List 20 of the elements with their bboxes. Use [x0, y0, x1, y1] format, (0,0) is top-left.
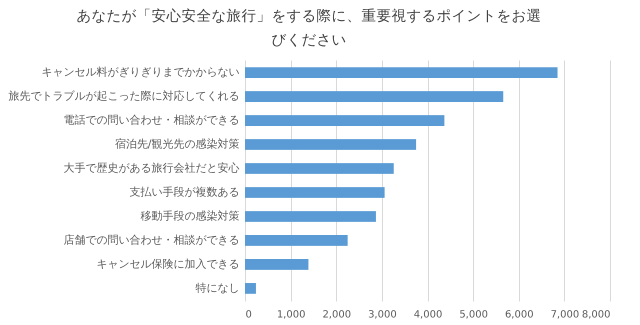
- x-tick-label: 2,000: [322, 310, 352, 320]
- y-tick-label: 支払い手段が複数ある: [130, 185, 240, 198]
- y-tick-label: 店舗での問い合わせ・相談ができる: [64, 233, 240, 246]
- y-tick-label: キャンセル保険に加入できる: [96, 257, 240, 270]
- x-tick-label: 5,000: [459, 310, 488, 320]
- x-tick-label: 1,000: [276, 310, 306, 320]
- x-tick-label: 6,000: [504, 310, 534, 320]
- x-tick-label: 8,000: [582, 310, 610, 320]
- y-tick-label: キャンセル料がぎりぎりまでかからない: [42, 66, 240, 79]
- y-tick-label: 特になし: [196, 281, 240, 294]
- x-tick-label: 7,000: [550, 310, 580, 320]
- x-tick-label: 4,000: [414, 310, 442, 320]
- y-tick-label: 電話での問い合わせ・相談ができる: [64, 114, 240, 127]
- chart-title: あなたが「安心安全な旅行」をする際に、重要視するポイントをお選びください: [76, 8, 542, 48]
- y-tick-label: 宿泊先/観光先の感染対策: [114, 138, 240, 151]
- y-tick-label: 旅先でトラブルが起こった際に対応してくれる: [8, 90, 240, 103]
- x-tick-label: 3,000: [368, 310, 397, 320]
- y-tick-label: 大手で歴史がある旅行会社だと安心: [64, 162, 240, 175]
- x-tick-label: 0: [246, 310, 252, 320]
- y-tick-label: 移動手段の感染対策: [140, 209, 240, 222]
